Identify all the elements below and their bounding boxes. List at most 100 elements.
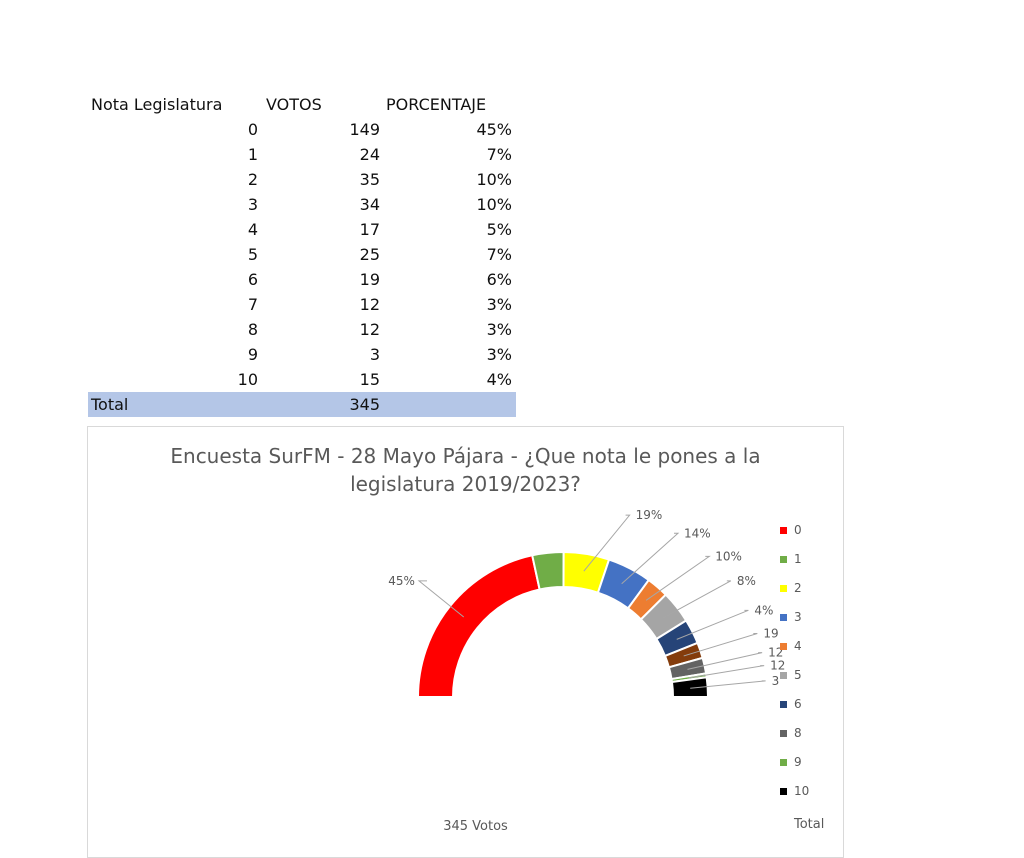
data-table: Nota Legislatura VOTOS PORCENTAJE 0 149 45…: [88, 92, 516, 417]
data-label-2: 19%: [636, 508, 663, 522]
row-votos: 3: [369, 345, 380, 364]
total-row: Total 345: [88, 392, 516, 417]
table-row: 9 3 3%: [88, 342, 516, 367]
table-row: 4 17 5%: [88, 217, 516, 242]
legend-swatch-0: [780, 527, 787, 534]
legend-swatch-8: [780, 730, 787, 737]
leader-line-9: [688, 665, 765, 679]
table-row: 5 25 7%: [88, 242, 516, 267]
data-label-0: 45%: [388, 574, 415, 588]
row-votos: 12: [359, 320, 380, 339]
leader-line-5: [662, 580, 732, 619]
header-porcentaje: PORCENTAJE: [386, 95, 487, 114]
leader-line-8: [687, 652, 763, 670]
row-porcentaje: 10%: [476, 195, 512, 214]
row-votos: 17: [359, 220, 380, 239]
row-votos: 35: [359, 170, 380, 189]
data-label-3: 14%: [684, 526, 711, 540]
header-nota: Nota Legislatura: [91, 95, 223, 114]
table-header-row: Nota Legislatura VOTOS PORCENTAJE: [88, 92, 516, 117]
chart-title-line-2: legislatura 2019/2023?: [350, 472, 581, 496]
leader-line-7: [683, 633, 758, 657]
leader-line-6: [676, 609, 749, 640]
legend-label-5: 5: [794, 668, 802, 682]
row-porcentaje: 3%: [486, 320, 512, 339]
row-porcentaje: 3%: [486, 295, 512, 314]
row-porcentaje: 7%: [486, 145, 512, 164]
legend-swatch-9: [780, 759, 787, 766]
table-row: 8 12 3%: [88, 317, 516, 342]
legend-swatch-10: [780, 788, 787, 795]
row-porcentaje: 45%: [476, 120, 512, 139]
row-nota: 7: [247, 295, 258, 314]
row-nota: 9: [247, 345, 258, 364]
legend-total-label: Total: [794, 817, 825, 832]
chart-title-line-1: Encuesta SurFM - 28 Mayo Pájara - ¿Que n…: [170, 444, 761, 468]
leader-line-0: [417, 580, 465, 618]
data-label-10: 3: [772, 674, 780, 688]
row-porcentaje: 10%: [476, 170, 512, 189]
row-votos: 15: [359, 370, 380, 389]
chart-area: Encuesta SurFM - 28 Mayo Pájara - ¿Que n…: [87, 426, 844, 858]
legend-swatch-6: [780, 701, 787, 708]
row-nota: 2: [247, 170, 258, 189]
doughnut-slice-10: [670, 676, 710, 698]
data-label-9: 12: [770, 659, 785, 673]
total-label: Total: [91, 395, 129, 414]
row-nota: 5: [247, 245, 258, 264]
row-nota: 8: [247, 320, 258, 339]
legend-label-8: 8: [794, 726, 802, 740]
table-row: 7 12 3%: [88, 292, 516, 317]
row-votos: 24: [359, 145, 380, 164]
row-votos: 25: [359, 245, 380, 264]
legend-swatch-2: [780, 585, 787, 592]
row-votos: 34: [359, 195, 380, 214]
table-row: 10 15 4%: [88, 367, 516, 392]
legend-swatch-1: [780, 556, 787, 563]
row-porcentaje: 7%: [486, 245, 512, 264]
legend-label-2: 2: [794, 581, 802, 595]
row-votos: 149: [349, 120, 380, 139]
legend-label-4: 4: [794, 639, 802, 653]
data-label-7: 19: [763, 627, 778, 641]
table-row: 6 19 6%: [88, 267, 516, 292]
row-nota: 3: [247, 195, 258, 214]
legend-label-9: 9: [794, 755, 802, 769]
row-votos: 12: [359, 295, 380, 314]
row-porcentaje: 5%: [486, 220, 512, 239]
row-votos: 19: [359, 270, 380, 289]
data-label-4: 10%: [715, 549, 742, 563]
doughnut-slice-0: [416, 554, 541, 698]
row-nota: 0: [247, 120, 258, 139]
table-row: 2 35 10%: [88, 167, 516, 192]
table-row: 3 34 10%: [88, 192, 516, 217]
table-row: 1 24 7%: [88, 142, 516, 167]
legend-swatch-5: [780, 672, 787, 679]
leader-line-3: [621, 532, 680, 585]
legend-label-6: 6: [794, 697, 802, 711]
row-nota: 6: [247, 270, 258, 289]
row-porcentaje: 4%: [486, 370, 512, 389]
row-nota: 1: [247, 145, 258, 164]
data-label-8: 12: [768, 646, 783, 660]
total-value: 345: [349, 395, 380, 414]
row-nota: 4: [247, 220, 258, 239]
legend-label-0: 0: [794, 523, 802, 537]
legend-label-10: 10: [794, 784, 809, 798]
legend-label-1: 1: [794, 552, 802, 566]
header-votos: VOTOS: [266, 95, 322, 114]
leader-line-10: [690, 680, 766, 689]
data-label-6: 4%: [754, 603, 773, 617]
row-porcentaje: 3%: [486, 345, 512, 364]
legend-label-3: 3: [794, 610, 802, 624]
leader-line-4: [645, 555, 711, 601]
row-nota: 10: [237, 370, 258, 389]
table-row: 0 149 45%: [88, 117, 516, 142]
legend-swatch-3: [780, 614, 787, 621]
row-porcentaje: 6%: [486, 270, 512, 289]
leader-line-2: [583, 514, 631, 572]
legend-swatch-4: [780, 643, 787, 650]
data-label-5: 8%: [737, 574, 756, 588]
votes-label: 345 Votos: [443, 819, 508, 834]
